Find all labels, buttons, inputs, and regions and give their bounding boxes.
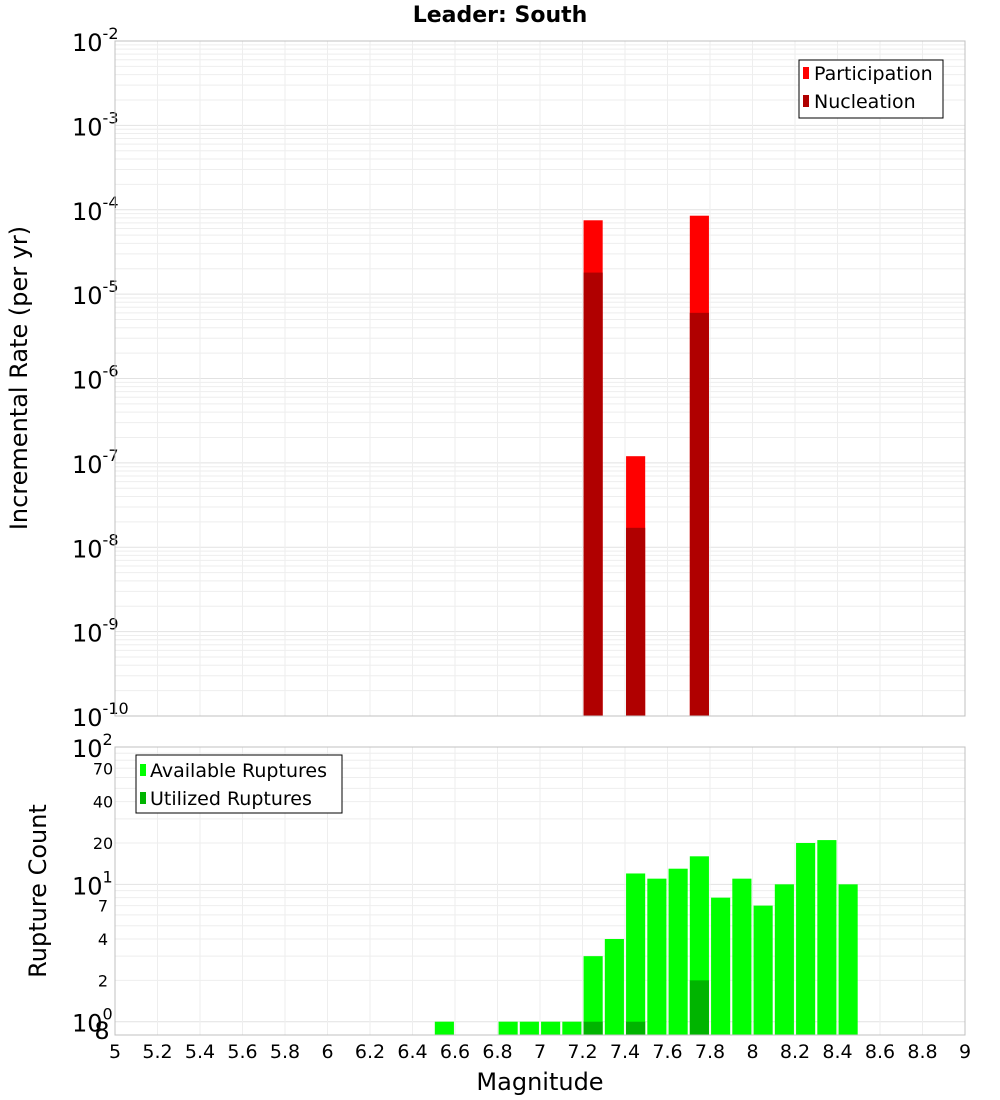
legend-swatch-utilized [140, 792, 146, 804]
y-tick-label: 40 [93, 793, 113, 812]
x-tick-label: 7 [534, 1041, 546, 1063]
available-ruptures-bar [498, 1021, 518, 1035]
y-tick-label: 10-2 [72, 24, 119, 57]
y-tick-label: 2 [98, 971, 108, 990]
x-tick-label: 7.4 [610, 1041, 640, 1063]
count-bars [434, 840, 858, 1035]
y-tick-label: 20 [93, 834, 113, 853]
utilized-ruptures-bar [583, 1021, 603, 1035]
available-ruptures-bar [817, 840, 837, 1035]
legend-swatch-participation [803, 67, 809, 79]
y-tick-label: 10-4 [72, 193, 119, 226]
y-tick-label: 101 [72, 867, 113, 900]
count-x-ticks: 5 5.2 5.4 5.6 5.8 6 6.2 6.4 6.6 6.8 7 7.2 7.4 7.6 7.8 8… [109, 1041, 971, 1063]
rate-legend: Participation Nucleation [798, 59, 944, 119]
x-tick-label: 5 [109, 1041, 121, 1063]
available-ruptures-bar [796, 843, 816, 1035]
available-ruptures-bar [774, 884, 794, 1035]
y-tick-label: 10-6 [72, 362, 119, 395]
x-tick-label: 6 [321, 1041, 333, 1063]
x-tick-label: 5.4 [185, 1041, 215, 1063]
x-tick-label: 6.6 [440, 1041, 470, 1063]
x-tick-label: 6.2 [355, 1041, 385, 1063]
y-tick-label: 10-9 [72, 615, 119, 648]
y-tick-label: 10-5 [72, 277, 119, 310]
utilized-ruptures-bar [689, 980, 709, 1035]
rate-panel: 10-10 10-9 10-8 10-7 10-6 10-5 10-4 10-3 10-2 In… [5, 24, 966, 732]
y-tick-label: 102 [72, 730, 113, 763]
nucleation-bar [689, 312, 709, 716]
legend-swatch-available [140, 764, 146, 776]
count-legend: Available Ruptures Utilized Ruptures [135, 754, 343, 814]
available-ruptures-bar [732, 878, 752, 1035]
rate-y-axis-label: Incremental Rate (per yr) [5, 226, 33, 530]
count-y-ticks: 100 101 102 8 2 4 7 20 40 70 [72, 730, 113, 1045]
chart-title: Leader: South [413, 3, 588, 28]
nucleation-bar [626, 527, 646, 716]
y-tick-label: 10-8 [72, 530, 119, 563]
x-tick-label: 5.2 [142, 1041, 172, 1063]
rate-grid [115, 41, 966, 717]
legend-swatch-nucleation [803, 95, 809, 107]
y-tick-label: 10-3 [72, 108, 119, 141]
available-ruptures-bar [753, 905, 773, 1035]
available-ruptures-bar [604, 939, 624, 1035]
available-ruptures-bar [647, 878, 667, 1035]
legend-label-available: Available Ruptures [150, 760, 327, 782]
y-tick-label: 10-7 [72, 446, 119, 479]
nucleation-bar [583, 272, 603, 716]
y-tick-label: 4 [98, 930, 108, 949]
count-panel: 100 101 102 8 2 4 7 20 40 70 5 5.2 5.4 5.6 5.8 6 6.2 6.4… [24, 730, 971, 1096]
available-ruptures-bar [434, 1021, 454, 1035]
x-tick-label: 6.8 [482, 1041, 512, 1063]
x-tick-label: 8.6 [865, 1041, 895, 1063]
available-ruptures-bar [519, 1021, 539, 1035]
available-ruptures-bar [626, 873, 646, 1035]
available-ruptures-bar [562, 1021, 582, 1035]
x-tick-label: 6.4 [397, 1041, 427, 1063]
available-ruptures-bar [583, 956, 603, 1035]
available-ruptures-bar [711, 897, 731, 1035]
x-tick-label: 8.2 [780, 1041, 810, 1063]
legend-label-nucleation: Nucleation [814, 91, 916, 113]
utilized-ruptures-bar [626, 1021, 646, 1035]
y-tick-label: 7 [98, 897, 108, 916]
x-tick-label: 5.8 [270, 1041, 300, 1063]
available-ruptures-bar [668, 868, 688, 1035]
y-tick-label: 8 [94, 1017, 109, 1045]
y-tick-label: 100 [72, 1005, 113, 1038]
y-tick-label: 70 [93, 759, 113, 778]
rate-bars [583, 215, 709, 717]
available-ruptures-bar [541, 1021, 561, 1035]
y-tick-label: 10-10 [72, 699, 129, 732]
x-tick-label: 5.6 [227, 1041, 257, 1063]
x-tick-label: 7.2 [567, 1041, 597, 1063]
x-tick-label: 7.6 [652, 1041, 682, 1063]
x-tick-label: 8.4 [822, 1041, 852, 1063]
x-tick-label: 8 [746, 1041, 758, 1063]
legend-label-participation: Participation [814, 63, 933, 85]
x-tick-label: 7.8 [695, 1041, 725, 1063]
x-tick-label: 9 [959, 1041, 971, 1063]
x-axis-label: Magnitude [476, 1068, 603, 1096]
available-ruptures-bar [838, 884, 858, 1035]
x-tick-label: 8.8 [907, 1041, 937, 1063]
legend-label-utilized: Utilized Ruptures [150, 788, 312, 810]
count-y-axis-label: Rupture Count [24, 804, 52, 978]
